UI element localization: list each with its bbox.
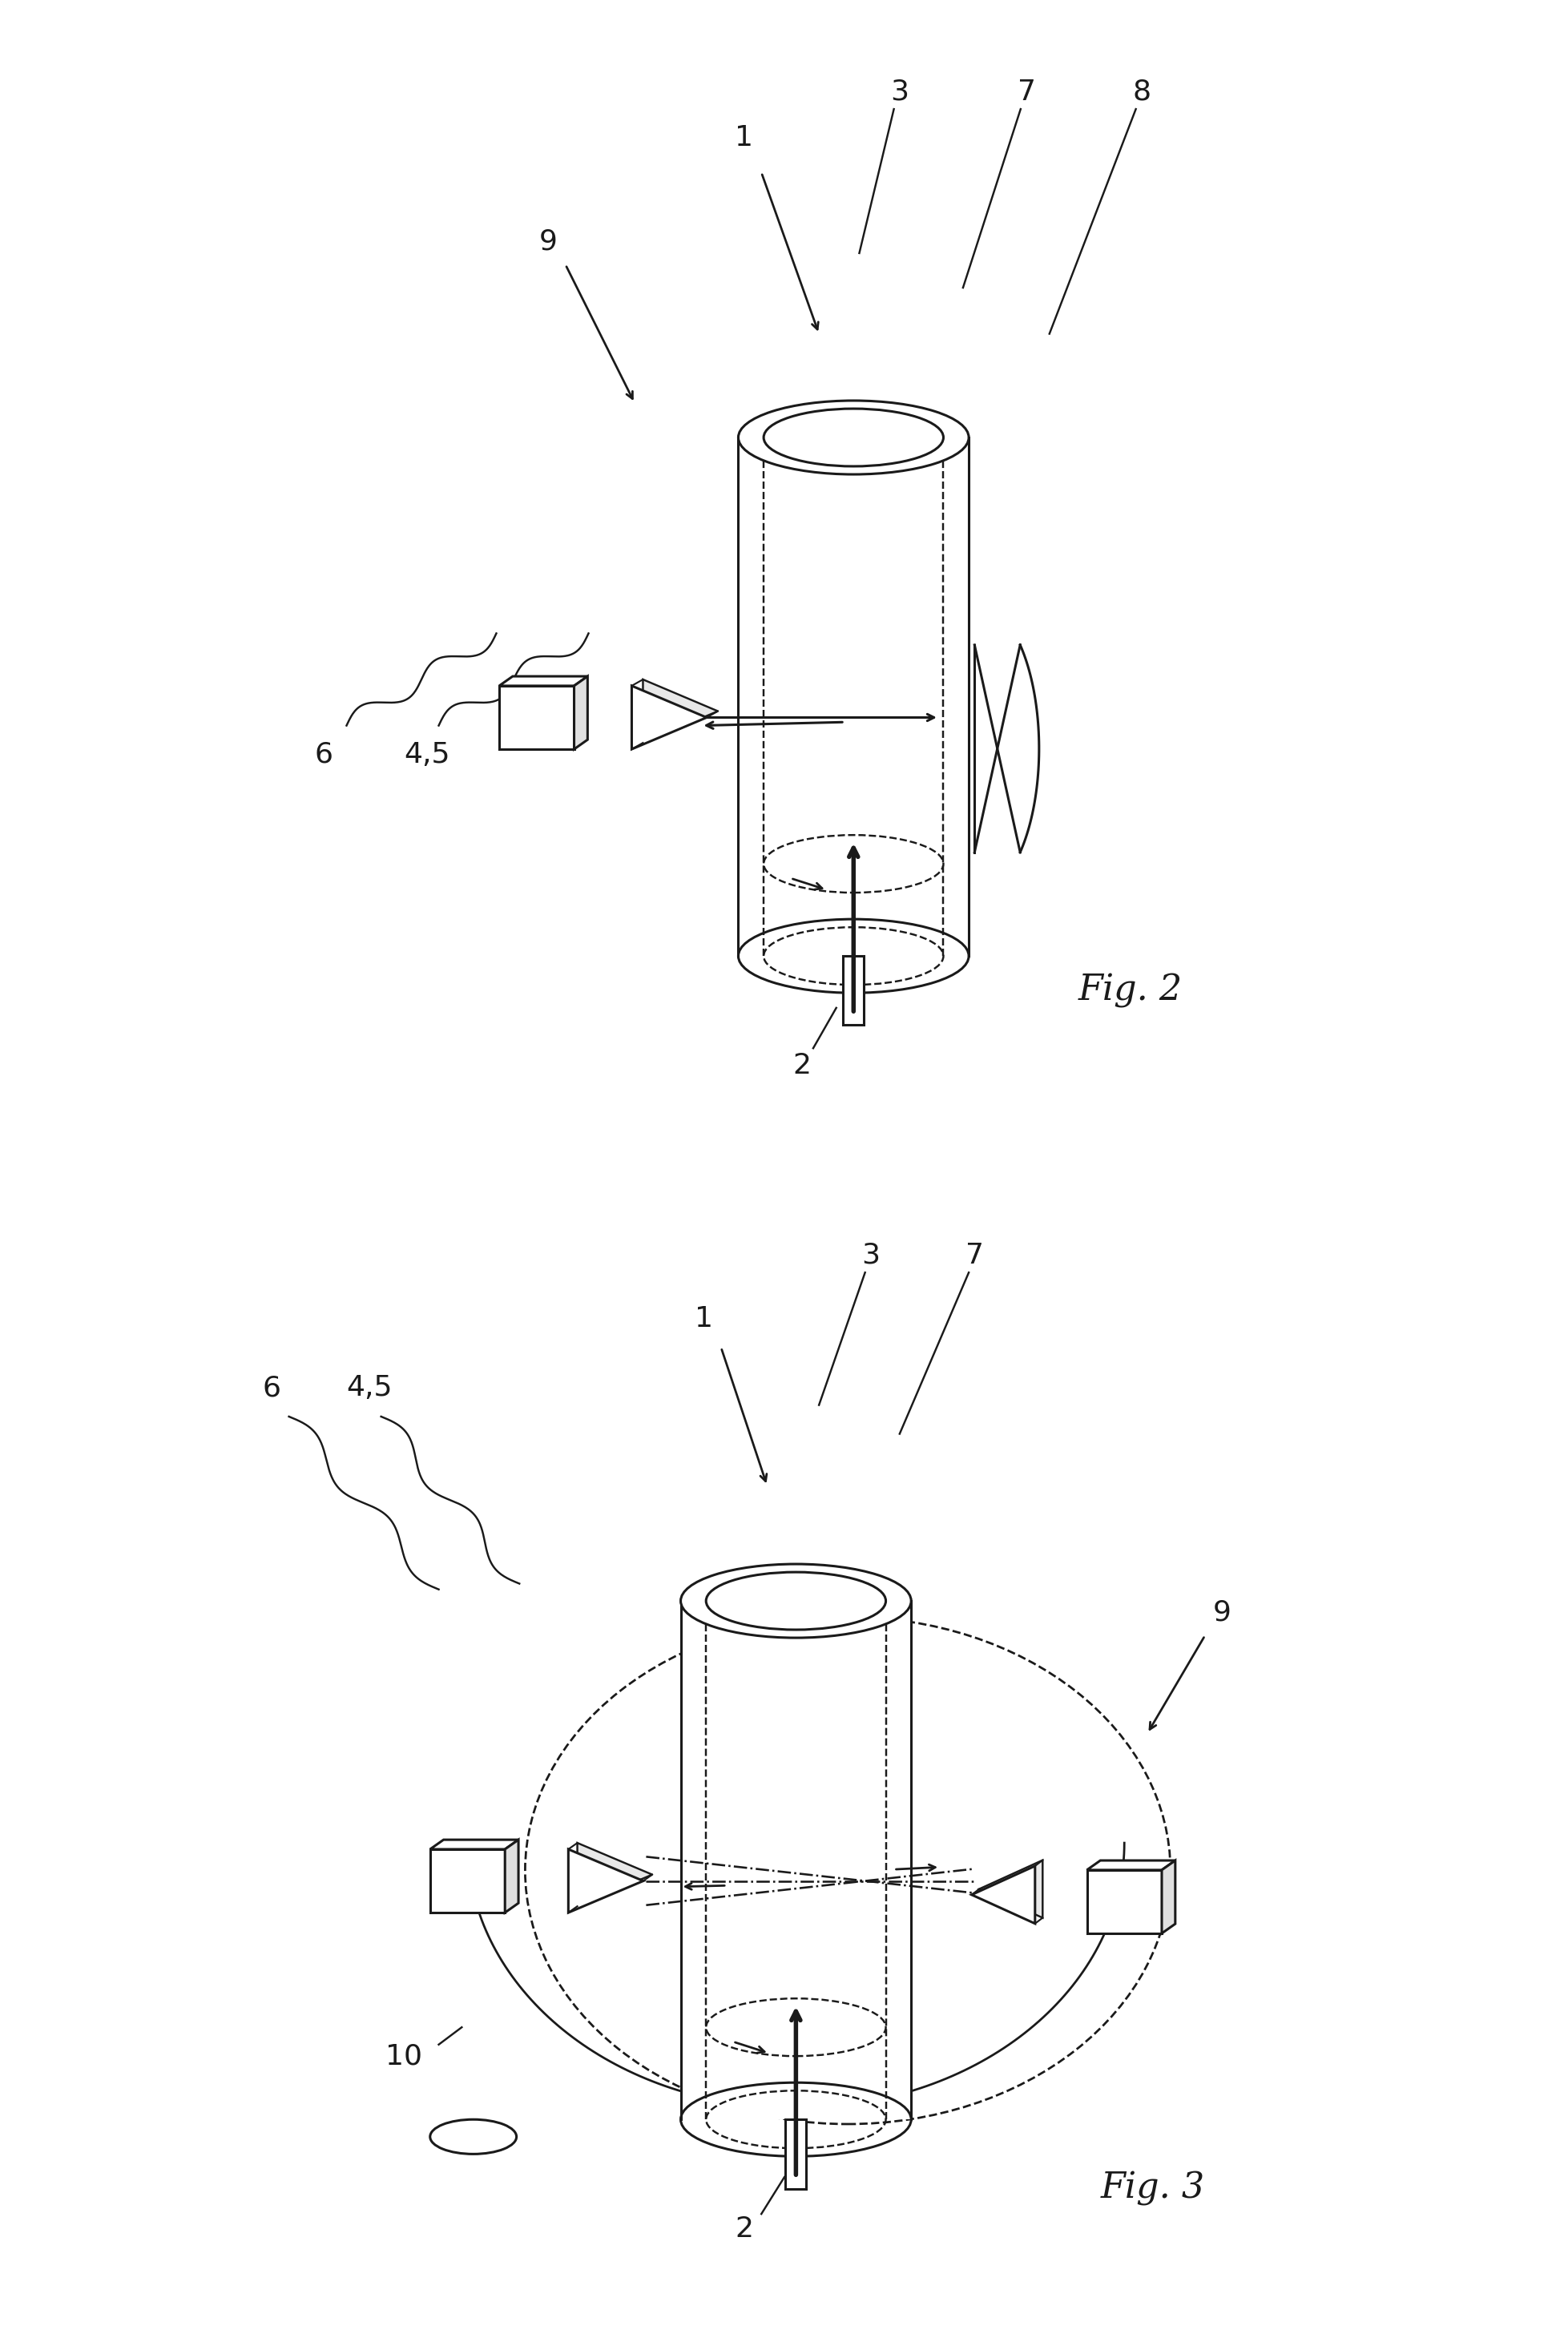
Polygon shape <box>574 676 588 748</box>
Ellipse shape <box>706 1571 886 1630</box>
Polygon shape <box>499 676 588 685</box>
Polygon shape <box>842 956 864 1024</box>
Text: 1: 1 <box>695 1305 712 1333</box>
Text: 1: 1 <box>734 124 753 152</box>
Polygon shape <box>505 1840 517 1912</box>
Text: 9: 9 <box>1212 1599 1231 1625</box>
Text: 2: 2 <box>792 1052 811 1080</box>
Bar <box>681 1602 911 2121</box>
Polygon shape <box>1087 1870 1162 1934</box>
Ellipse shape <box>764 409 942 465</box>
Text: 2: 2 <box>734 2216 753 2242</box>
Polygon shape <box>499 685 574 748</box>
Polygon shape <box>430 1840 517 1849</box>
Text: 3: 3 <box>861 1241 880 1270</box>
Text: 4,5: 4,5 <box>405 741 450 767</box>
Polygon shape <box>978 1861 1043 1917</box>
Text: 8: 8 <box>1132 77 1151 105</box>
Polygon shape <box>568 1849 643 1912</box>
Text: 3: 3 <box>891 77 908 105</box>
Polygon shape <box>1162 1861 1174 1934</box>
Polygon shape <box>974 645 1038 853</box>
Text: 10: 10 <box>386 2043 422 2069</box>
Ellipse shape <box>430 2121 516 2153</box>
Polygon shape <box>786 2121 806 2188</box>
Text: 6: 6 <box>262 1375 281 1400</box>
Ellipse shape <box>739 400 969 475</box>
Polygon shape <box>577 1842 652 1905</box>
Text: Fig. 2: Fig. 2 <box>1077 973 1182 1008</box>
Text: Fig. 3: Fig. 3 <box>1101 2172 1204 2205</box>
Text: 4,5: 4,5 <box>347 1375 392 1400</box>
Ellipse shape <box>681 1564 911 1639</box>
Polygon shape <box>643 680 718 743</box>
Polygon shape <box>632 685 706 748</box>
Polygon shape <box>971 1866 1035 1924</box>
Polygon shape <box>1087 1861 1174 1870</box>
Text: 7: 7 <box>964 1241 983 1270</box>
Text: 9: 9 <box>539 229 557 255</box>
Text: 7: 7 <box>1016 77 1035 105</box>
Bar <box>739 437 969 956</box>
Polygon shape <box>430 1849 505 1912</box>
Text: 6: 6 <box>314 741 332 767</box>
